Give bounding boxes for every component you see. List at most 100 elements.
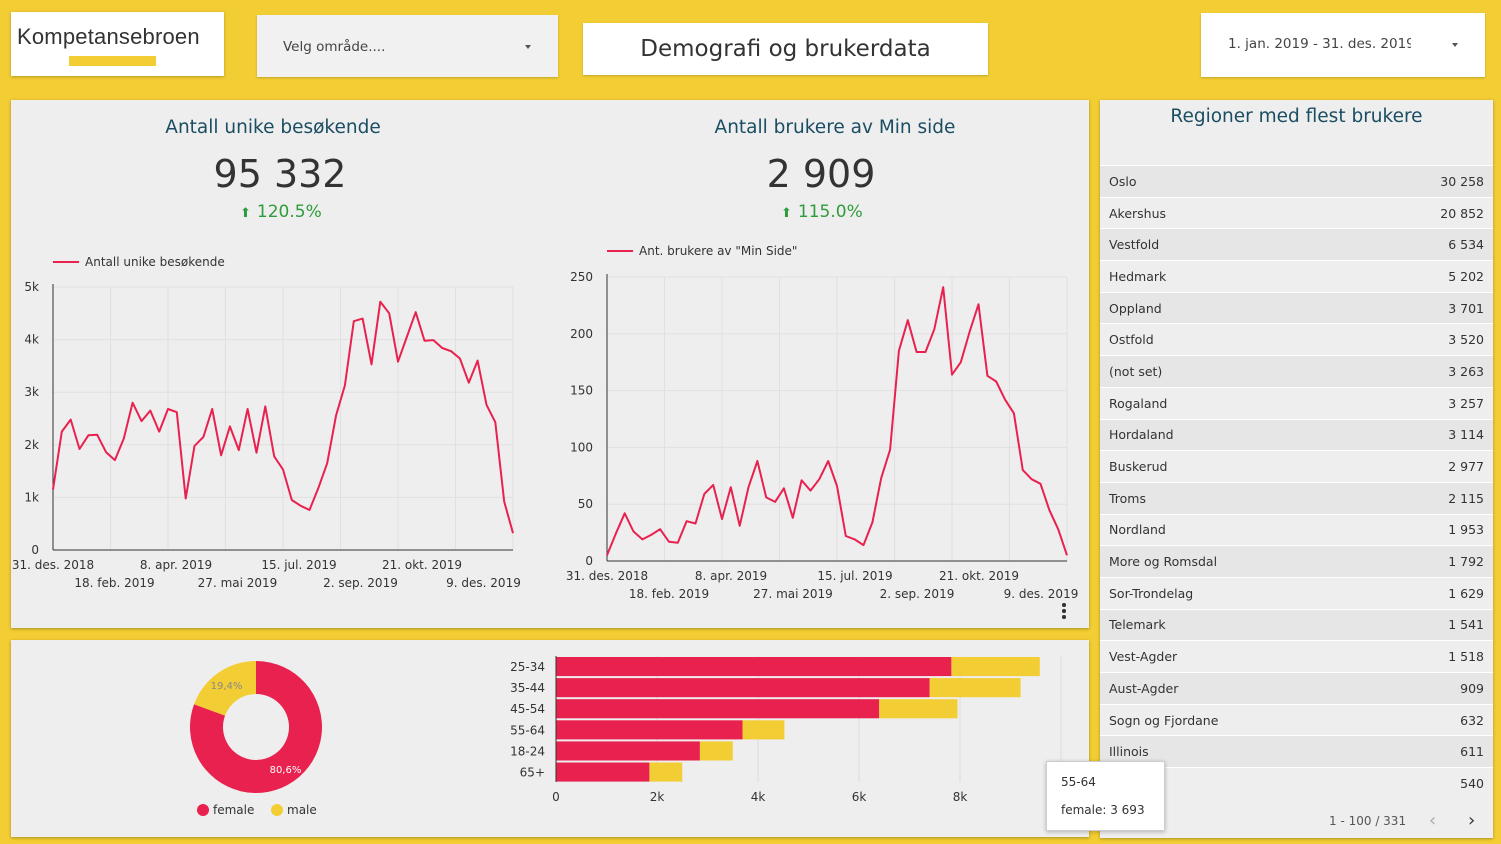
region-name: Oslo	[1109, 173, 1137, 189]
region-value: 3 263	[1448, 363, 1484, 379]
table-row[interactable]: Oppland 3 701	[1100, 291, 1493, 324]
table-row[interactable]: Aust-Agder 909	[1100, 672, 1493, 704]
region-name: Ostfold	[1109, 332, 1154, 348]
region-value: 2 977	[1448, 459, 1484, 475]
region-name: Illinois	[1109, 744, 1149, 760]
pagination-label: 1 - 100 / 331	[1329, 814, 1407, 828]
region-name: Nordland	[1109, 522, 1166, 538]
table-row[interactable]: Ostfold 3 520	[1100, 323, 1493, 356]
y-tick-label: 1k	[24, 490, 39, 504]
logo-text: Kompetansebroen	[17, 24, 200, 49]
x-tick-label: 9. des. 2019	[446, 576, 521, 590]
area-select-placeholder: Velg område....	[283, 39, 386, 55]
more-options-icon[interactable]	[1061, 603, 1067, 619]
region-value: 3 520	[1448, 332, 1484, 348]
x-tick-label: 8. apr. 2019	[140, 558, 212, 572]
table-row[interactable]: Vest-Agder 1 518	[1100, 640, 1493, 672]
region-value: 5 202	[1448, 268, 1484, 284]
table-row[interactable]: Telemark 1 541	[1100, 608, 1493, 641]
region-name: Sor-Trondelag	[1109, 585, 1194, 601]
region-value: 540	[1460, 775, 1484, 791]
series-line	[52, 300, 514, 534]
region-name: Sogn og Fjordane	[1109, 712, 1219, 728]
kpi-minside-value: 2 909	[766, 152, 876, 196]
table-row[interactable]: Hedmark 5 202	[1100, 260, 1493, 292]
chevron-down-icon	[525, 45, 531, 49]
region-name: Vestfold	[1109, 237, 1160, 253]
table-row[interactable]: Buskerud 2 977	[1100, 450, 1493, 482]
table-row[interactable]: Illinois 611	[1100, 735, 1493, 768]
region-value: 2 115	[1448, 490, 1484, 506]
region-name: More og Romsdal	[1109, 554, 1218, 570]
chevron-left-icon[interactable]: ‹	[1429, 810, 1437, 831]
region-value: 6 534	[1448, 237, 1484, 253]
x-tick-label: 31. des. 2018	[12, 558, 94, 572]
kpi-visitors-delta-value: 120.5%	[256, 202, 322, 222]
tooltip-value: female: 3 693	[1061, 803, 1145, 817]
kpi-visitors-title: Antall unike besøkende	[165, 117, 381, 138]
region-value: 611	[1460, 744, 1484, 760]
region-value: 632	[1460, 712, 1484, 728]
region-value: 1 792	[1448, 554, 1484, 570]
header-bar: Kompetansebroen Velg område.... Demograf…	[0, 0, 1501, 90]
region-value: 3 701	[1448, 300, 1484, 316]
region-name: Rogaland	[1109, 395, 1168, 411]
region-name: Akershus	[1109, 205, 1167, 221]
y-tick-label: 3k	[24, 385, 39, 399]
area-select-dropdown[interactable]: Velg område....	[257, 15, 558, 77]
table-row[interactable]: Akershus 20 852	[1100, 196, 1493, 229]
regions-title: Regioner med flest brukere	[1170, 106, 1423, 127]
kpi-minside-delta: ⬆ 115.0%	[781, 202, 863, 222]
y-tick-label: 4k	[24, 333, 39, 347]
region-value: 30 258	[1440, 173, 1484, 189]
table-row[interactable]: Rogaland 3 257	[1100, 386, 1493, 419]
x-tick-label: 21. okt. 2019	[382, 558, 462, 572]
chevron-down-icon	[1452, 43, 1458, 47]
region-value: 1 518	[1448, 649, 1484, 665]
region-value: 3 257	[1448, 395, 1484, 411]
kpi-minside-delta-value: 115.0%	[797, 202, 863, 222]
table-row[interactable]: Oslo 30 258	[1100, 165, 1493, 197]
kpi-visitors-value: 95 332	[213, 152, 347, 196]
table-row[interactable]: More og Romsdal 1 792	[1100, 545, 1493, 577]
region-value: 1 541	[1448, 617, 1484, 633]
region-value: 1 953	[1448, 522, 1484, 538]
region-value: 3 114	[1448, 427, 1484, 443]
y-tick-label: 2k	[24, 438, 39, 452]
table-row[interactable]: Hordaland 3 114	[1100, 418, 1493, 451]
table-row[interactable]: Vestfold 6 534	[1100, 228, 1493, 261]
table-row[interactable]: 540	[1100, 767, 1493, 799]
chevron-right-icon[interactable]: ›	[1468, 810, 1476, 831]
y-tick-label: 5k	[24, 280, 39, 294]
kpi-minside-title: Antall brukere av Min side	[714, 117, 956, 138]
table-row[interactable]: Nordland 1 953	[1100, 513, 1493, 546]
regions-table: Oslo 30 258 Akershus 20 852 Vestfold 6 534 Hed…	[1100, 165, 1493, 799]
x-tick-label: 2. sep. 2019	[323, 576, 398, 590]
arrow-up-icon: ⬆	[240, 206, 251, 221]
x-tick-label: 18. feb. 2019	[74, 576, 154, 590]
table-row[interactable]: Sor-Trondelag 1 629	[1100, 576, 1493, 609]
date-range-text: 1. jan. 2019 - 31. des. 2019	[1228, 36, 1415, 52]
table-row[interactable]: (not set) 3 263	[1100, 355, 1493, 387]
region-value: 20 852	[1440, 205, 1484, 221]
x-tick-label: 15. jul. 2019	[261, 558, 336, 572]
region-name: Vest-Agder	[1109, 649, 1178, 665]
table-row[interactable]: Troms 2 115	[1100, 481, 1493, 514]
x-tick-label: 27. mai 2019	[198, 576, 278, 590]
region-name: Hedmark	[1109, 268, 1167, 284]
page-title-box: Demografi og brukerdata	[583, 23, 988, 75]
y-tick-label: 0	[31, 543, 39, 557]
region-name: Aust-Agder	[1109, 680, 1179, 696]
page-title: Demografi og brukerdata	[640, 36, 931, 62]
arrow-up-icon: ⬆	[781, 206, 792, 221]
date-range-picker[interactable]: 1. jan. 2019 - 31. des. 2019	[1201, 13, 1485, 77]
region-name: Oppland	[1109, 300, 1162, 316]
region-name: Hordaland	[1109, 427, 1174, 443]
logo: Kompetansebroen	[11, 12, 224, 76]
legend-label: Antall unike besøkende	[85, 255, 225, 269]
table-row[interactable]: Sogn og Fjordane 632	[1100, 703, 1493, 736]
region-name: Telemark	[1109, 617, 1166, 633]
region-name: Buskerud	[1109, 459, 1168, 475]
chart-tooltip: 55-64 female: 3 693	[1046, 761, 1165, 831]
